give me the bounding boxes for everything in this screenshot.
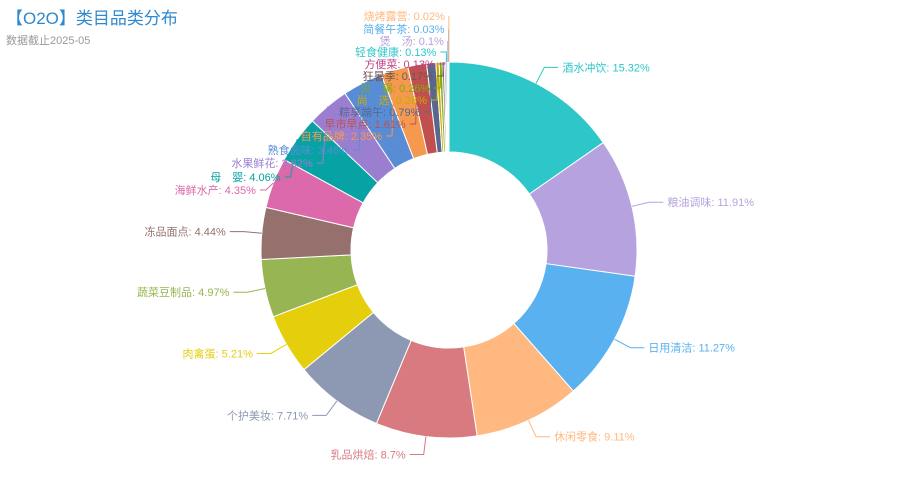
leader-line-12 (352, 83, 364, 151)
slice-label-9: 海鲜水产: 4.35% (175, 183, 257, 197)
slice-label-4: 乳品烘焙: 8.7% (331, 447, 406, 461)
chart-title: 【O2O】类目品类分布 (6, 9, 178, 28)
slice-label-21: 煲 汤: 0.1% (380, 34, 444, 48)
leader-line-11 (316, 106, 329, 164)
slice-label-7: 蔬菜豆制品: 4.97% (137, 286, 230, 299)
chart-subtitle: 数据截止2025-05 (6, 35, 91, 47)
slice-label-0: 酒水冲饮: 15.32% (562, 60, 650, 74)
leader-line-16 (430, 62, 438, 101)
slice-label-10: 母 婴: 4.06% (210, 171, 281, 184)
leader-line-0 (535, 66, 559, 84)
leader-line-20 (440, 51, 447, 63)
leader-line-15 (424, 62, 432, 113)
leader-line-3 (528, 420, 551, 438)
slice-label-19: 方便菜: 0.13% (364, 57, 435, 71)
leader-line-1 (631, 201, 664, 207)
slice-label-3: 休闲零食: 9.11% (554, 430, 635, 444)
slice-label-20: 轻食健康: 0.13% (355, 45, 437, 59)
leader-line-5 (312, 400, 338, 416)
slice-label-1: 粮油调味: 11.91% (667, 195, 754, 209)
slice-label-2: 日用清洁: 11.27% (648, 342, 735, 355)
slice-label-22: 简餐午茶: 0.03% (363, 22, 445, 36)
leader-line-13 (386, 70, 395, 137)
slice-label-8: 冻品面点: 4.44% (145, 225, 227, 239)
slice-label-5: 个护美妆: 7.71% (227, 408, 309, 422)
leader-line-4 (409, 436, 427, 455)
leader-line-8 (229, 231, 262, 234)
leader-line-10 (284, 139, 298, 178)
leader-line-7 (233, 288, 266, 293)
slice-label-11: 水果鲜花: 3.62% (231, 156, 313, 170)
leader-line-2 (614, 338, 645, 349)
leader-line-17 (434, 62, 442, 89)
leader-line-19 (438, 62, 446, 65)
slice-label-14: 早市早点: 1.61% (324, 117, 406, 131)
slice-label-15: 粽享端午: 0.79% (339, 105, 421, 119)
leader-line-14 (409, 64, 418, 125)
leader-line-9 (259, 182, 274, 191)
leader-line-6 (256, 343, 287, 354)
slice-label-17: 火 锅: 0.26% (360, 82, 431, 95)
slice-label-13: 自有品牌: 2.35% (301, 129, 383, 143)
slice-label-23: 烧烤露营: 0.02% (364, 9, 446, 23)
slice-label-16: 尚 选: 0.28% (357, 93, 428, 107)
slice-label-12: 熟食卤味: 3.46% (268, 143, 350, 157)
leader-line-18 (436, 62, 444, 77)
slice-label-6: 肉禽蛋: 5.21% (183, 346, 254, 360)
slice-label-18: 狂暑季: 0.17% (363, 70, 434, 83)
